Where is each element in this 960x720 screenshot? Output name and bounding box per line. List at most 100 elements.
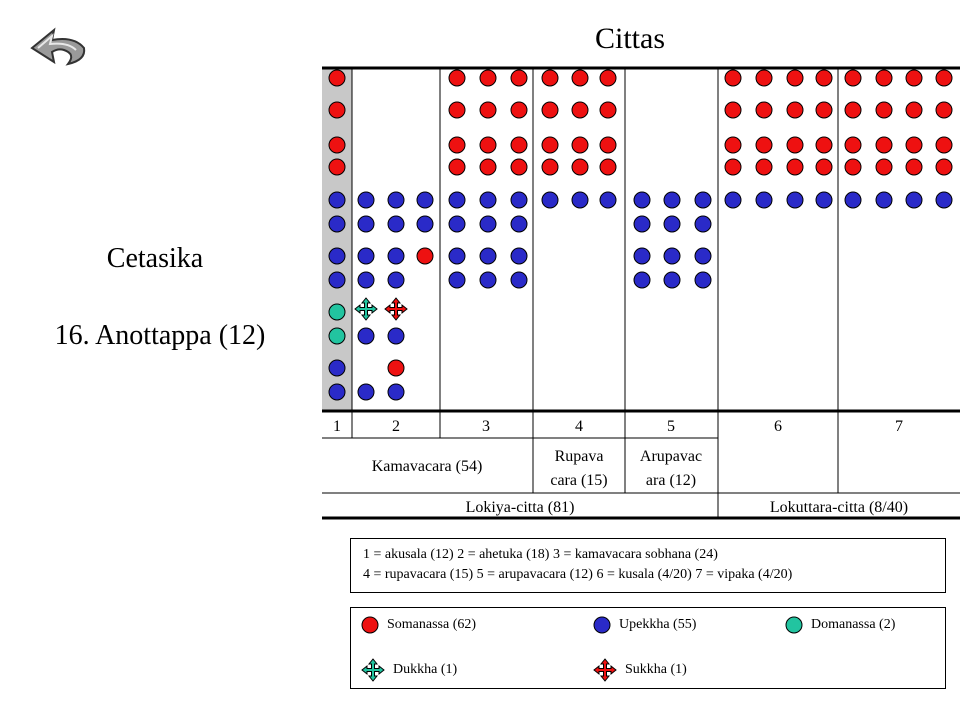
somanassa-dot	[479, 69, 497, 87]
upekkha-dot	[510, 191, 528, 209]
upekkha-dot	[633, 247, 651, 265]
somanassa-dot	[935, 158, 953, 176]
upekkha-dot	[694, 215, 712, 233]
column-key: 1 = akusala (12) 2 = ahetuka (18) 3 = ka…	[350, 538, 946, 593]
somanassa-dot	[786, 136, 804, 154]
upekkha-dot	[357, 215, 375, 233]
upekkha-dot	[875, 191, 893, 209]
somanassa-dot	[875, 101, 893, 119]
group-lokuttara: Lokuttara-citta (8/40)	[770, 499, 908, 516]
legend-item-somanassa: Somanassa (62)	[361, 616, 476, 634]
somanassa-dot	[479, 158, 497, 176]
somanassa-dot	[541, 136, 559, 154]
somanassa-dot	[935, 69, 953, 87]
upekkha-dot	[328, 215, 346, 233]
upekkha-dot	[541, 191, 559, 209]
somanassa-dot	[448, 136, 466, 154]
somanassa-dot	[328, 101, 346, 119]
legend-item-sukkha: Sukkha (1)	[593, 658, 687, 682]
somanassa-dot	[905, 136, 923, 154]
domanassa-dot	[328, 303, 346, 321]
subtitle: Cetasika	[106, 243, 204, 274]
somanassa-dot	[510, 158, 528, 176]
column-number: 3	[482, 418, 490, 435]
somanassa-dot	[448, 101, 466, 119]
somanassa-dot	[844, 136, 862, 154]
legend-label: Somanassa (62)	[387, 617, 477, 632]
somanassa-dot	[724, 69, 742, 87]
somanassa-dot	[875, 136, 893, 154]
column-number: 7	[895, 418, 903, 435]
upekkha-dot	[387, 247, 405, 265]
upekkha-dot	[357, 191, 375, 209]
somanassa-dot	[510, 69, 528, 87]
somanassa-dot	[510, 101, 528, 119]
domanassa-dot	[328, 327, 346, 345]
somanassa-dot	[786, 69, 804, 87]
somanassa-dot	[724, 158, 742, 176]
upekkha-dot	[357, 327, 375, 345]
dukkha-icon	[354, 297, 378, 321]
somanassa-dot	[905, 158, 923, 176]
upekkha-dot	[694, 191, 712, 209]
somanassa-dot	[815, 158, 833, 176]
somanassa-dot	[541, 69, 559, 87]
legend-label: Upekkha (55)	[619, 617, 697, 632]
somanassa-dot	[571, 101, 589, 119]
upekkha-dot	[448, 247, 466, 265]
somanassa-dot	[905, 69, 923, 87]
somanassa-dot	[815, 136, 833, 154]
upekkha-dot	[663, 247, 681, 265]
somanassa-dot	[328, 136, 346, 154]
group-arupavacara-line1: Arupavac	[640, 448, 702, 465]
legend-label: Dukkha (1)	[393, 662, 458, 677]
upekkha-dot	[357, 271, 375, 289]
legend: Somanassa (62) Upekkha (55) Domanassa (2…	[350, 607, 946, 689]
legend-label: Domanassa (2)	[811, 617, 896, 632]
somanassa-dot	[755, 158, 773, 176]
somanassa-dot	[815, 101, 833, 119]
four-way-arrow-icon	[593, 658, 617, 682]
upekkha-dot	[905, 191, 923, 209]
somanassa-dot	[599, 136, 617, 154]
upekkha-dot	[599, 191, 617, 209]
somanassa-dot	[599, 101, 617, 119]
column-separators	[351, 68, 839, 518]
upekkha-dot	[328, 191, 346, 209]
upekkha-dot	[328, 359, 346, 377]
group-arupavacara-line2: ara (12)	[646, 472, 696, 489]
group-kamavacara: Kamavacara (54)	[372, 458, 483, 475]
column-number: 6	[774, 418, 782, 435]
upekkha-dot	[663, 271, 681, 289]
red-circle-icon	[361, 616, 379, 634]
upekkha-dot	[387, 215, 405, 233]
upekkha-dot	[633, 191, 651, 209]
upekkha-dot	[387, 191, 405, 209]
upekkha-dot	[328, 383, 346, 401]
column-number: 5	[667, 418, 675, 435]
upekkha-dot	[694, 247, 712, 265]
upekkha-dot	[786, 191, 804, 209]
somanassa-dot	[844, 69, 862, 87]
upekkha-dot	[479, 247, 497, 265]
upekkha-dot	[935, 191, 953, 209]
upekkha-dot	[663, 215, 681, 233]
upekkha-dot	[479, 271, 497, 289]
somanassa-dot	[328, 158, 346, 176]
upekkha-dot	[479, 191, 497, 209]
somanassa-dot	[448, 69, 466, 87]
somanassa-dot	[786, 101, 804, 119]
column-number: 1	[333, 418, 341, 435]
somanassa-dot	[599, 69, 617, 87]
upekkha-dot	[510, 215, 528, 233]
somanassa-dot	[571, 158, 589, 176]
back-arrow-icon[interactable]	[28, 24, 90, 68]
somanassa-dot	[875, 69, 893, 87]
somanassa-dot	[479, 101, 497, 119]
green-circle-icon	[785, 616, 803, 634]
upekkha-dot	[694, 271, 712, 289]
upekkha-dot	[387, 327, 405, 345]
four-way-arrow-icon	[361, 658, 385, 682]
somanassa-dot	[875, 158, 893, 176]
